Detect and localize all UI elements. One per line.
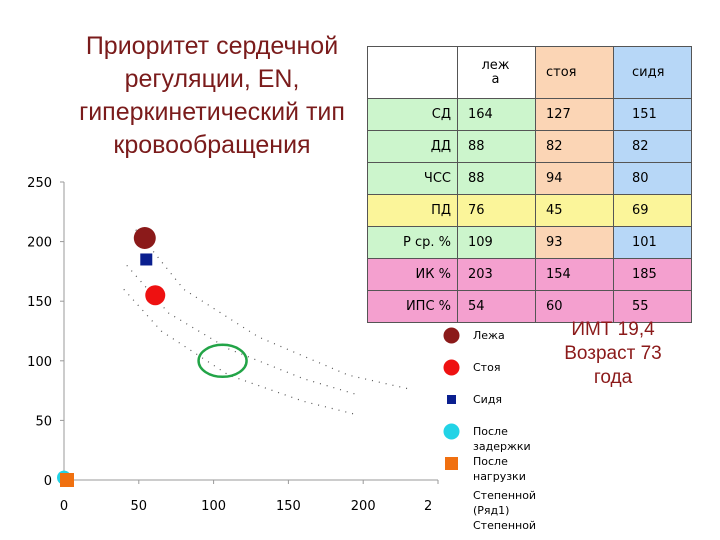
x-tick-label: 200 [351, 499, 376, 514]
cell-sitting: 69 [613, 194, 692, 227]
cell-standing: 93 [535, 226, 614, 259]
row-label: ИК % [367, 258, 458, 291]
legend-item-lying: Лежа [440, 326, 640, 346]
cell-standing: 94 [535, 162, 614, 195]
row-label: ПД [367, 194, 458, 227]
cell-lying: 76 [457, 194, 536, 227]
table-row: ДД 88 82 82 [367, 130, 692, 163]
row-label: ИПС % [367, 290, 458, 323]
legend-label: Сидя [473, 393, 503, 406]
table-row: ИК % 203 154 185 [367, 258, 692, 291]
legend-label: Степенной (Ряд1) [473, 489, 537, 517]
cell-sitting: 55 [613, 290, 692, 323]
table-header-row: леж а стоя сидя [367, 46, 692, 99]
note-years: года [593, 367, 633, 388]
legend-label: Степенной [473, 519, 537, 532]
table-header-lying: леж а [457, 46, 536, 99]
trend-dotted-line [123, 288, 356, 415]
row-label: СД [367, 98, 458, 131]
title-line-1: Приоритет сердечной [85, 32, 339, 60]
note-age: Возраст 73 [564, 343, 662, 364]
cell-sitting: 80 [613, 162, 692, 195]
cell-standing: 154 [535, 258, 614, 291]
y-tick-label: 0 [44, 474, 52, 489]
cell-sitting: 151 [613, 98, 692, 131]
cell-lying: 164 [457, 98, 536, 131]
cell-sitting: 185 [613, 258, 692, 291]
legend-label: Лежа [473, 329, 505, 342]
cell-sitting: 101 [613, 226, 692, 259]
legend-item-after-breath-hold: После задержки [440, 422, 640, 453]
legend-label: После нагрузки [473, 455, 526, 483]
cell-lying: 203 [457, 258, 536, 291]
data-point-circle [133, 227, 156, 250]
x-tick-label: 100 [201, 499, 226, 514]
row-label: ДД [367, 130, 458, 163]
data-point-square [59, 473, 74, 487]
legend-item-sitting: Сидя [440, 390, 640, 410]
note-bmi: ИМТ 19,4 [571, 319, 655, 340]
y-tick-label: 150 [27, 295, 52, 310]
y-tick-label: 50 [35, 414, 52, 429]
table-header-corner [367, 46, 458, 99]
hemodynamics-table: леж а стоя сидя СД 164 127 151 ДД 88 82 … [367, 46, 692, 323]
cell-standing: 82 [535, 130, 614, 163]
cell-lying: 88 [457, 130, 536, 163]
legend-label: Стоя [473, 361, 501, 374]
trend-dotted-line [126, 265, 356, 395]
table-row: Р ср. % 109 93 101 [367, 226, 692, 259]
x-tick-label: 50 [131, 499, 148, 514]
legend-item-after-load: После нагрузки [440, 454, 640, 483]
cell-lying: 109 [457, 226, 536, 259]
cell-lying: 88 [457, 162, 536, 195]
x-tick-label: 0 [60, 499, 68, 514]
legend-label: После задержки [473, 425, 531, 453]
data-point-square [140, 253, 153, 266]
row-label: Р ср. % [367, 226, 458, 259]
table-row: ПД 76 45 69 [367, 194, 692, 227]
x-tick-label: 2 [424, 499, 432, 514]
highlight-circle [197, 343, 248, 379]
cell-standing: 45 [535, 194, 614, 227]
legend-marker-circle [443, 359, 460, 376]
table-row: ЧСС 88 94 80 [367, 162, 692, 195]
table-header-standing: стоя [535, 46, 614, 99]
legend-marker-circle [443, 327, 460, 344]
data-point-circle [145, 285, 166, 306]
patient-note: ИМТ 19,4 Возраст 73 года [548, 318, 678, 390]
legend-marker-square [447, 395, 456, 404]
legend-item-standing: Стоя [440, 358, 640, 378]
y-tick-label: 250 [27, 176, 52, 191]
legend-item-power-trend-1: Степенной (Ряд1) [440, 486, 640, 517]
slide-title: Приоритет сердечной регуляции, EN, гипер… [52, 30, 372, 162]
legend-item-power-trend-2: Степенной [440, 516, 640, 536]
table-row: СД 164 127 151 [367, 98, 692, 131]
title-line-4: кровообращения [113, 131, 311, 159]
title-line-2: регуляции, EN, [124, 65, 300, 93]
y-tick-label: 200 [27, 236, 52, 251]
cell-sitting: 82 [613, 130, 692, 163]
x-tick-label: 150 [276, 499, 301, 514]
legend-marker-circle [443, 423, 460, 440]
cell-standing: 60 [535, 290, 614, 323]
legend-marker-square [445, 457, 458, 470]
table-header-sitting: сидя [613, 46, 692, 99]
y-tick-label: 100 [27, 355, 52, 370]
cell-standing: 127 [535, 98, 614, 131]
row-label: ЧСС [367, 162, 458, 195]
title-line-3: гиперкинетический тип [79, 98, 345, 126]
table-row: ИПС % 54 60 55 [367, 290, 692, 323]
cell-lying: 54 [457, 290, 536, 323]
